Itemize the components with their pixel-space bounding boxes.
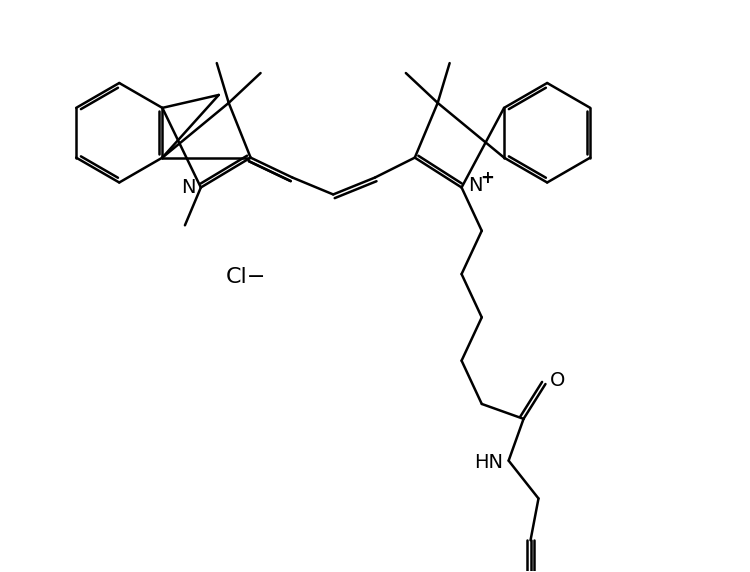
Text: N: N — [181, 178, 195, 197]
Text: HN: HN — [474, 453, 503, 472]
Text: N: N — [468, 176, 483, 195]
Text: O: O — [550, 371, 565, 390]
Text: +: + — [481, 169, 494, 186]
Text: Cl−: Cl− — [226, 267, 266, 287]
